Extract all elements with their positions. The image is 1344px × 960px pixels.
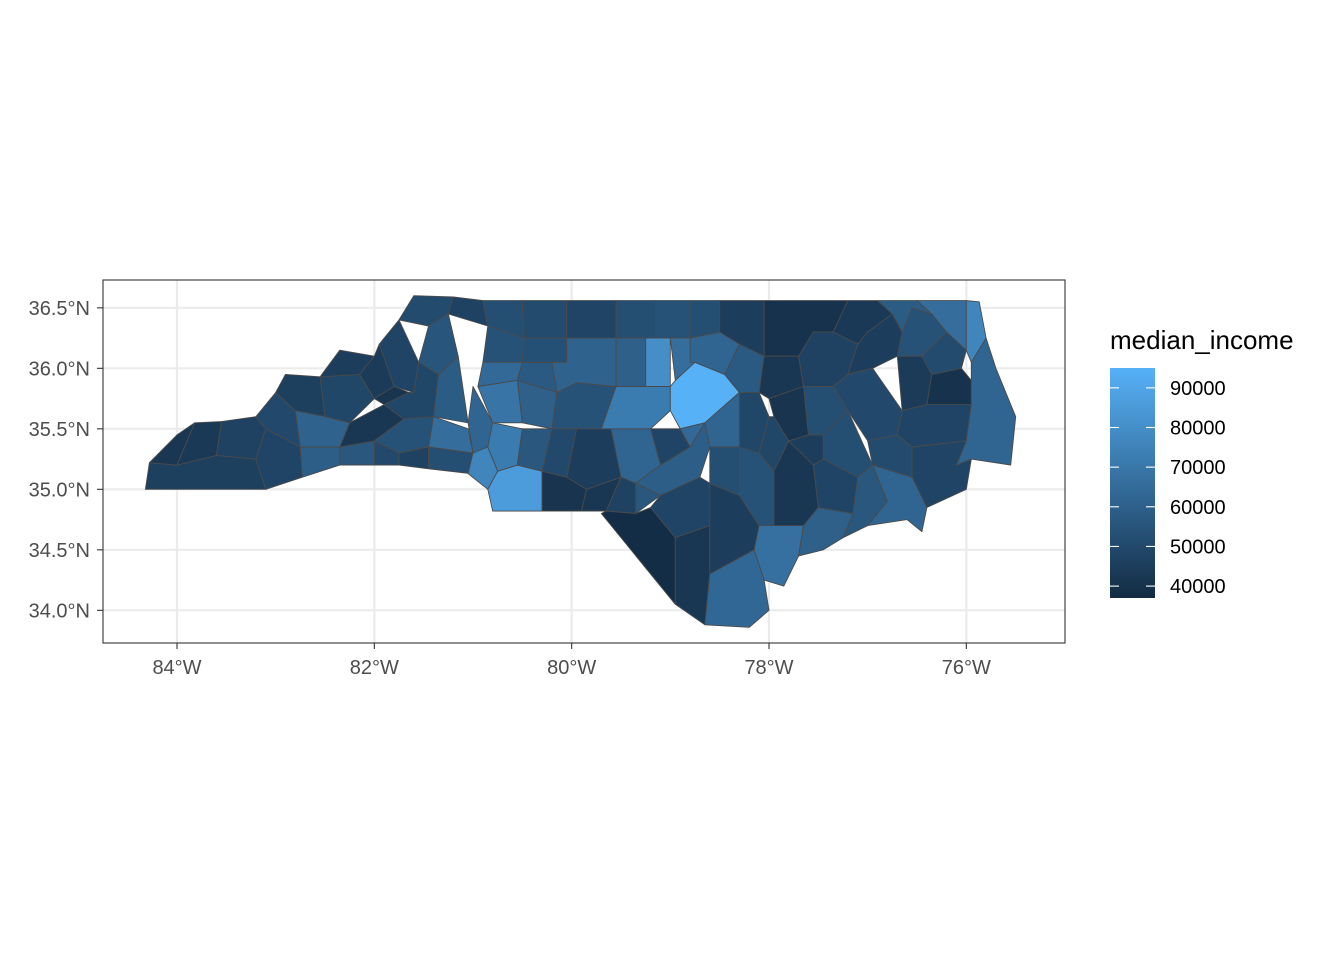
county-region (615, 300, 656, 339)
x-tick-label: 78°W (744, 657, 793, 679)
legend-tick-label: 60000 (1170, 497, 1226, 519)
y-tick-label: 35.5°N (29, 419, 90, 441)
y-tick-label: 34.5°N (29, 540, 90, 562)
legend-colorbar (1110, 368, 1155, 598)
county-region (447, 296, 489, 327)
county-region (487, 422, 523, 472)
y-tick-label: 34.0°N (29, 600, 90, 622)
panel-border (102, 279, 1066, 644)
legend-tick-label: 50000 (1170, 536, 1226, 558)
county-region (299, 446, 341, 478)
y-tick-label: 36.5°N (29, 298, 90, 320)
y-tick-label: 36.0°N (29, 358, 90, 380)
legend-tick-label: 90000 (1170, 378, 1226, 400)
legend-ticks: 40000 50000 60000 70000 80000 90000 (1110, 378, 1226, 598)
county-region (896, 404, 972, 448)
county-region (916, 300, 967, 351)
county-region (645, 337, 671, 387)
county-region (719, 300, 765, 357)
county-region (521, 300, 568, 339)
county-region (655, 300, 691, 339)
county-region (566, 300, 617, 339)
county-region (428, 416, 474, 454)
y-tick-label: 35.0°N (29, 479, 90, 501)
legend-tick-label: 80000 (1170, 417, 1226, 439)
axes: 84°W 82°W 80°W 78°W 76°W 34.0°N 34.5°N 35.0°N 35… (29, 298, 991, 679)
county-region (521, 337, 568, 363)
x-tick-label: 76°W (942, 657, 991, 679)
color-legend: median_income 40000 50000 60000 70000 80000 9… (1110, 325, 1294, 598)
county-region (689, 300, 721, 339)
county-region (956, 337, 1017, 466)
x-tick-label: 84°W (152, 657, 201, 679)
legend-tick-label: 40000 (1170, 576, 1226, 598)
county-region (911, 440, 972, 508)
x-tick-label: 80°W (547, 657, 596, 679)
county-region (566, 428, 622, 490)
county-region (635, 482, 661, 514)
legend-title: median_income (1110, 325, 1294, 355)
legend-tick-label: 70000 (1170, 457, 1226, 479)
x-tick-label: 82°W (350, 657, 399, 679)
county-regions (144, 295, 1017, 628)
